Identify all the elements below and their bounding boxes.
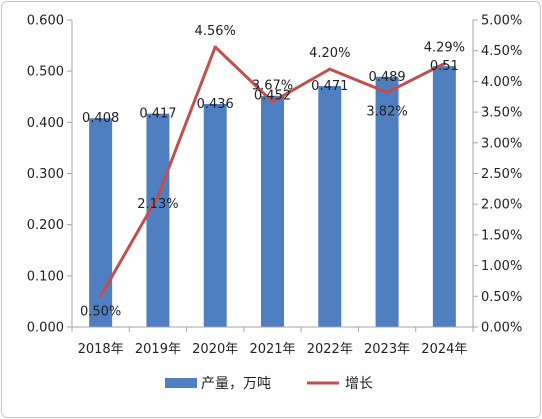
bar bbox=[146, 113, 170, 327]
bar-data-label: 0.489 bbox=[368, 70, 405, 85]
left-tick-label: 0.000 bbox=[27, 321, 64, 336]
line-point bbox=[213, 45, 217, 49]
left-tick-label: 0.100 bbox=[27, 269, 64, 284]
left-axis: 0.000 0.100 0.200 0.300 0.400 0.500 0.600 bbox=[27, 14, 72, 336]
left-tick-label: 0.400 bbox=[27, 116, 64, 131]
bar bbox=[318, 86, 342, 327]
bar-data-label: 0.408 bbox=[82, 111, 119, 126]
legend: 产量，万吨 增长 bbox=[165, 376, 373, 392]
bar-data-labels: 0.408 0.417 0.436 0.452 0.471 0.489 0.51 bbox=[82, 59, 459, 126]
right-tick-label: 4.00% bbox=[481, 75, 522, 90]
x-tick-label: 2018年 bbox=[78, 342, 124, 357]
bar-data-label: 0.436 bbox=[197, 97, 234, 112]
x-axis: 2018年 2019年 2020年 2021年 2022年 2023年 2024年 bbox=[71, 327, 474, 357]
x-tick-label: 2023年 bbox=[364, 342, 410, 357]
line-point bbox=[442, 62, 446, 66]
right-tick-label: 2.50% bbox=[481, 167, 522, 182]
legend-label-line: 增长 bbox=[345, 376, 373, 392]
line-point bbox=[385, 90, 389, 94]
line-data-label: 2.13% bbox=[137, 197, 178, 212]
bar-data-label: 0.417 bbox=[139, 107, 176, 122]
right-tick-label: 2.00% bbox=[481, 198, 522, 213]
bar-data-label: 0.471 bbox=[311, 79, 348, 94]
right-tick-label: 1.00% bbox=[481, 259, 522, 274]
x-tick-label: 2021年 bbox=[249, 342, 295, 357]
left-tick-label: 0.300 bbox=[27, 167, 64, 182]
bar-series bbox=[89, 66, 456, 328]
bar-data-label: 0.452 bbox=[254, 89, 291, 104]
bar bbox=[261, 95, 284, 327]
right-tick-label: 5.00% bbox=[481, 14, 522, 29]
x-tick-label: 2019年 bbox=[135, 342, 181, 357]
line-data-label: 3.67% bbox=[252, 79, 293, 94]
right-tick-label: 3.50% bbox=[481, 106, 522, 121]
line-point bbox=[99, 294, 103, 298]
right-tick-label: 4.50% bbox=[481, 44, 522, 59]
legend-swatch-bar bbox=[165, 378, 197, 388]
bar bbox=[89, 118, 113, 328]
bar-data-label: 0.51 bbox=[430, 59, 459, 74]
line-data-labels: 0.50% 2.13% 4.56% 3.67% 4.20% 3.82% 4.29% bbox=[80, 24, 465, 319]
line-point bbox=[156, 194, 160, 198]
x-tick-label: 2020年 bbox=[192, 342, 238, 357]
bar bbox=[375, 76, 399, 327]
right-tick-label: 1.50% bbox=[481, 228, 522, 243]
right-tick-label: 3.00% bbox=[481, 136, 522, 151]
right-tick-label: 0.50% bbox=[481, 290, 522, 305]
left-tick-label: 0.200 bbox=[27, 218, 64, 233]
bar bbox=[203, 103, 227, 327]
line-point bbox=[271, 100, 274, 104]
line-data-label: 4.56% bbox=[195, 24, 236, 39]
x-tick-label: 2024年 bbox=[421, 342, 467, 357]
line-data-label: 4.20% bbox=[309, 46, 350, 61]
line-series bbox=[99, 45, 446, 298]
bar bbox=[432, 66, 456, 328]
line-data-label: 3.82% bbox=[366, 104, 407, 119]
x-tick-label: 2022年 bbox=[307, 342, 353, 357]
right-tick-label: 0.00% bbox=[481, 321, 522, 336]
line-data-label: 0.50% bbox=[80, 304, 121, 319]
line-point bbox=[328, 67, 332, 71]
line-data-label: 4.29% bbox=[424, 41, 465, 56]
right-axis: 0.00% 0.50% 1.00% 1.50% 2.00% 2.50% 3.00% 3.50%… bbox=[473, 14, 522, 336]
left-tick-label: 0.600 bbox=[27, 14, 64, 29]
legend-label-bar: 产量，万吨 bbox=[201, 376, 271, 392]
left-tick-label: 0.500 bbox=[27, 65, 64, 80]
